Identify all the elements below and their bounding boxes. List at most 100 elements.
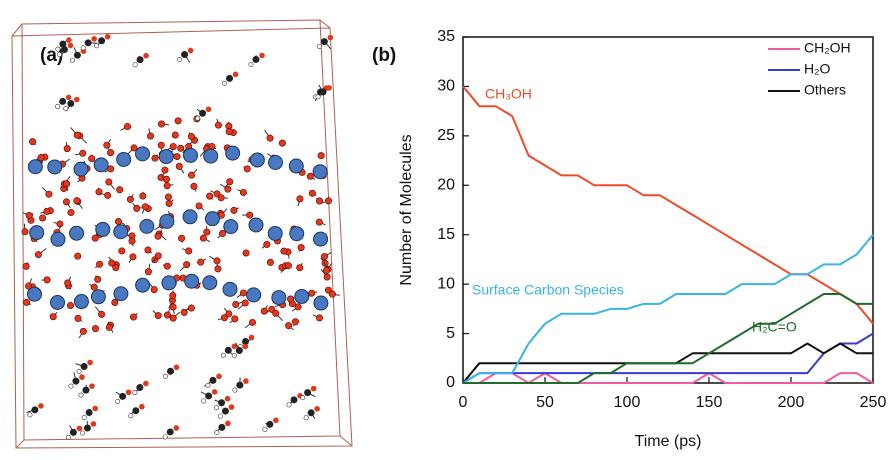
oxygen-atom	[226, 128, 232, 134]
oxygen-atom	[74, 198, 80, 204]
oxygen-atom	[188, 305, 194, 311]
oxygen-atom	[126, 390, 132, 396]
hydrogen-atom	[232, 353, 236, 357]
metal-atom	[204, 149, 218, 163]
y-tick-label: 20	[437, 177, 455, 194]
metal-atom	[30, 226, 44, 240]
hydrogen-atom	[263, 427, 267, 431]
series-line	[463, 235, 873, 383]
oxygen-atom	[91, 36, 97, 42]
oxygen-atom	[216, 374, 222, 380]
oxygen-atom	[206, 106, 212, 112]
carbon-atom	[167, 428, 174, 435]
metal-atom	[96, 222, 110, 236]
oxygen-atom	[29, 138, 35, 144]
carbon-atom	[321, 38, 328, 45]
oxygen-atom	[143, 381, 149, 387]
oxygen-atom	[178, 235, 184, 241]
box-edge	[320, 20, 330, 28]
oxygen-atom	[321, 253, 327, 259]
hydrogen-atom	[64, 106, 68, 110]
oxygen-atom	[89, 383, 95, 389]
hydrogen-atom	[94, 44, 98, 48]
oxygen-atom	[74, 97, 80, 103]
oxygen-atom	[23, 263, 29, 269]
carbon-atom	[59, 98, 66, 105]
oxygen-atom	[316, 315, 322, 321]
carbon-atom	[119, 393, 126, 400]
oxygen-atom	[50, 314, 56, 320]
oxygen-atom	[204, 229, 210, 235]
oxygen-atom	[164, 312, 170, 318]
carbon-atom	[86, 409, 93, 416]
y-tick-label: 30	[437, 78, 455, 95]
oxygen-atom	[273, 418, 279, 424]
x-axis-title: Time (ps)	[635, 433, 702, 450]
carbon-atom	[98, 37, 105, 44]
carbon-atom	[167, 368, 174, 375]
oxygen-atom	[38, 154, 44, 160]
carbon-atom	[226, 75, 233, 82]
metal-atom	[247, 288, 261, 302]
oxygen-atom	[151, 286, 157, 292]
y-tick-label: 25	[437, 127, 455, 144]
oxygen-atom	[214, 258, 220, 264]
oxygen-atom	[225, 186, 231, 192]
oxygen-atom	[307, 173, 313, 179]
oxygen-atom	[88, 155, 94, 161]
oxygen-atom	[292, 319, 298, 325]
oxygen-atom	[325, 198, 331, 204]
oxygen-atom	[225, 421, 231, 427]
oxygen-atom	[181, 309, 187, 315]
hydrogen-atom	[66, 435, 70, 439]
carbon-atom	[84, 424, 91, 431]
oxygen-atom	[267, 135, 273, 141]
oxygen-atom	[244, 166, 250, 172]
oxygen-atom	[106, 179, 112, 185]
hydrogen-atom	[206, 383, 210, 387]
x-tick-label: 50	[536, 394, 554, 411]
metal-atom	[50, 295, 64, 309]
oxygen-atom	[75, 315, 81, 321]
hydrogen-atom	[249, 62, 253, 66]
hydrogen-atom	[300, 395, 304, 399]
oxygen-atom	[115, 218, 121, 224]
x-tick-label: 250	[860, 394, 887, 411]
metal-atom	[136, 147, 150, 161]
metal-atom	[114, 287, 128, 301]
hydrogen-atom	[57, 52, 61, 56]
oxygen-atom	[297, 265, 303, 271]
oxygen-atom	[130, 254, 136, 260]
oxygen-atom	[22, 229, 28, 235]
oxygen-atom	[188, 133, 194, 139]
carbon-atom	[67, 100, 74, 107]
oxygen-atom	[158, 121, 164, 127]
carbon-atom	[81, 363, 88, 370]
carbon-atom	[304, 389, 311, 396]
hydrogen-atom	[79, 393, 83, 397]
oxygen-atom	[67, 302, 73, 308]
hydrogen-atom	[28, 413, 32, 417]
oxygen-atom	[39, 215, 45, 221]
oxygen-atom	[112, 299, 118, 305]
hydrogen-atom	[82, 415, 86, 419]
carbon-atom	[320, 88, 327, 95]
y-tick-label: 35	[437, 28, 455, 45]
oxygen-atom	[155, 253, 161, 259]
oxygen-atom	[165, 194, 171, 200]
carbon-atom	[205, 392, 212, 399]
oxygen-atom	[240, 290, 246, 296]
oxygen-atom	[23, 299, 29, 305]
hydrogen-atom	[222, 81, 226, 85]
oxygen-atom	[175, 118, 181, 124]
carbon-atom	[137, 56, 144, 63]
y-tick-label: 10	[437, 275, 455, 292]
oxygen-atom	[164, 183, 170, 189]
hydrogen-atom	[133, 62, 137, 66]
oxygen-atom	[297, 196, 303, 202]
oxygen-atom	[279, 140, 285, 146]
oxygen-atom	[215, 266, 221, 272]
oxygen-atom	[173, 425, 179, 431]
oxygen-atom	[242, 300, 248, 306]
hydrogen-atom	[55, 104, 59, 108]
